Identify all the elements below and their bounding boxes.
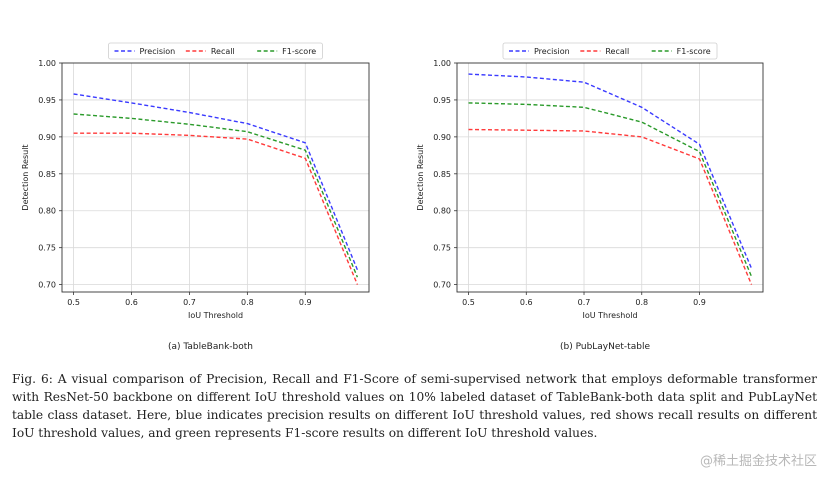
legend-box	[108, 42, 323, 60]
x-tick-label: 0.8	[635, 298, 648, 307]
y-tick-label: 0.70	[38, 281, 56, 290]
series-line-recall	[468, 128, 753, 285]
y-tick-label: 1.00	[433, 59, 451, 68]
chart-2: 0.5 0.6 0.7 0.8 0.9 0.70 0.75 0.80 0.85 0.90 0.95 1…	[416, 42, 764, 352]
plot-frame	[456, 62, 764, 293]
subcaption: (a) TableBank-both	[168, 342, 253, 352]
legend-label-recall: Recall	[211, 47, 235, 56]
x-tick-label: 0.9	[693, 298, 706, 307]
y-tick-label: 0.70	[433, 281, 451, 290]
series-line-precision	[468, 73, 753, 269]
y-tick-label: 0.75	[433, 244, 451, 253]
legend-label-f1-score: F1-score	[677, 47, 711, 56]
subcaption: (b) PubLayNet-table	[560, 342, 650, 352]
y-tick-label: 0.80	[433, 207, 451, 216]
legend-label-recall: Recall	[605, 47, 629, 56]
x-tick-label: 0.5	[67, 298, 80, 307]
legend-label-f1-score: F1-score	[282, 47, 316, 56]
y-tick-label: 0.95	[38, 96, 56, 105]
legend-label-precision: Precision	[534, 47, 570, 56]
legend-box	[502, 42, 718, 60]
x-tick-label: 0.8	[241, 298, 254, 307]
charts-canvas: 0.5 0.6 0.7 0.8 0.9 0.70 0.75 0.80 0.85 0.90 0.95 1…	[21, 42, 764, 352]
series-line-f1-score	[468, 102, 753, 277]
x-tick-label: 0.9	[299, 298, 312, 307]
y-tick-label: 0.75	[38, 244, 56, 253]
x-axis-label: IoU Threshold	[582, 311, 637, 320]
y-tick-label: 0.85	[38, 170, 56, 179]
plot-frame	[61, 62, 370, 293]
x-tick-label: 0.7	[183, 298, 196, 307]
y-tick-label: 0.85	[433, 170, 451, 179]
x-tick-label: 0.6	[125, 298, 138, 307]
x-tick-label: 0.7	[578, 298, 591, 307]
chart-1: 0.5 0.6 0.7 0.8 0.9 0.70 0.75 0.80 0.85 0.90 0.95 1…	[21, 42, 370, 352]
y-axis-label: Detection Result	[416, 144, 425, 210]
series-line-precision	[73, 93, 359, 271]
x-tick-label: 0.6	[520, 298, 533, 307]
x-axis-label: IoU Threshold	[188, 311, 243, 320]
watermark-text: @稀土掘金技术社区	[699, 454, 817, 469]
y-tick-label: 0.90	[433, 133, 451, 142]
y-tick-label: 0.95	[433, 96, 451, 105]
legend-label-precision: Precision	[140, 47, 176, 56]
y-tick-label: 0.90	[38, 133, 56, 142]
y-tick-label: 1.00	[38, 59, 56, 68]
y-tick-label: 0.80	[38, 207, 56, 216]
x-tick-label: 0.5	[462, 298, 475, 307]
series-line-f1-score	[73, 113, 359, 278]
y-axis-label: Detection Result	[21, 144, 30, 210]
series-line-recall	[73, 132, 359, 285]
figure-caption: Fig. 6: A visual comparison of Precision…	[12, 372, 817, 440]
